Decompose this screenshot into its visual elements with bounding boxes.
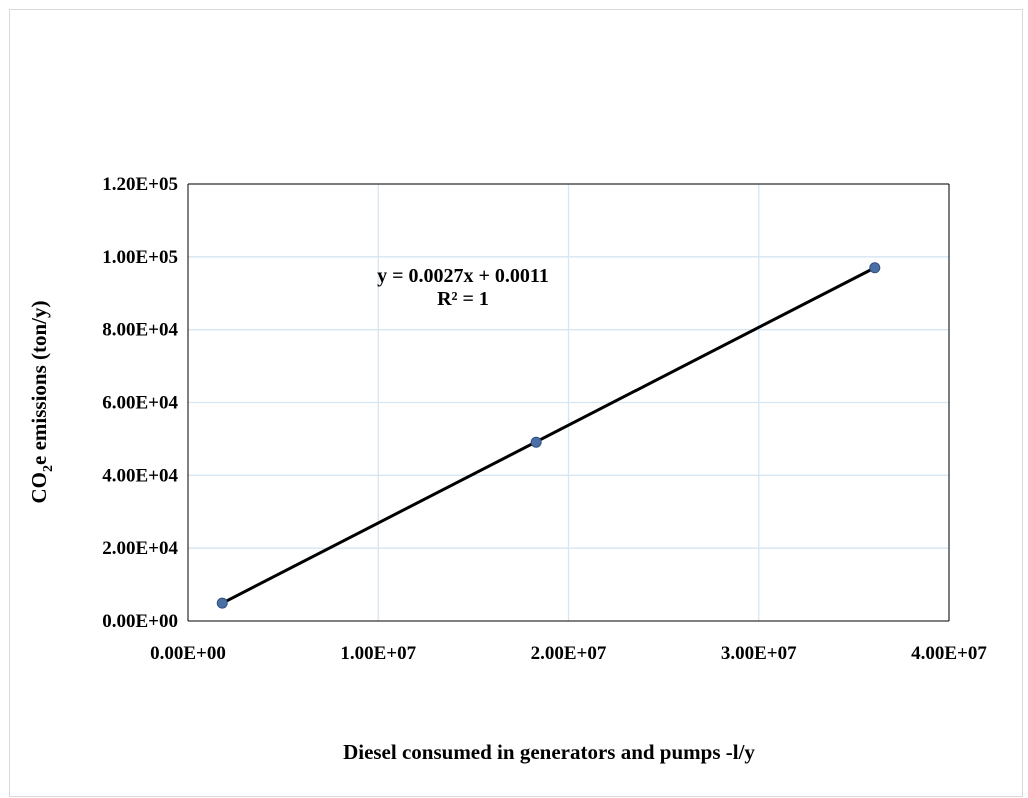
x-tick-label: 2.00E+07 [531, 643, 607, 664]
y-tick-label: 2.00E+04 [102, 538, 178, 559]
r-squared-label: R² = 1 [437, 288, 489, 310]
y-tick-label: 4.00E+04 [102, 465, 178, 486]
y-axis-title: CO2e emissions (ton/y) [27, 301, 56, 504]
grid-lines [188, 183, 950, 621]
data-point [530, 436, 542, 448]
y-axis-title-subscript: 2 [41, 465, 56, 472]
axes [187, 183, 950, 622]
tick-labels: 0.00E+00 2.00E+04 4.00E+04 6.00E+04 8.00E+04… [102, 174, 987, 664]
x-tick-label: 1.00E+07 [340, 643, 416, 664]
y-tick-label: 1.20E+05 [102, 174, 178, 195]
trendline-equation: y = 0.0027x + 0.0011 [377, 265, 549, 287]
y-tick-label: 8.00E+04 [102, 320, 178, 341]
data-point [869, 262, 881, 274]
x-axis-title: Diesel consumed in generators and pumps … [343, 740, 755, 764]
trendline-line [220, 266, 877, 605]
x-tick-label: 3.00E+07 [721, 643, 797, 664]
x-tick-label: 0.00E+00 [150, 643, 226, 664]
y-axis-title-rest: e emissions (ton/y) [27, 301, 51, 466]
data-points [216, 262, 881, 609]
trendline [220, 266, 877, 605]
y-axis-title-main: CO [27, 472, 51, 504]
y-tick-label: 6.00E+04 [102, 393, 178, 414]
y-tick-label: 1.00E+05 [102, 247, 178, 268]
data-point [216, 597, 228, 609]
y-tick-label: 0.00E+00 [102, 611, 178, 632]
x-tick-label: 4.00E+07 [911, 643, 987, 664]
